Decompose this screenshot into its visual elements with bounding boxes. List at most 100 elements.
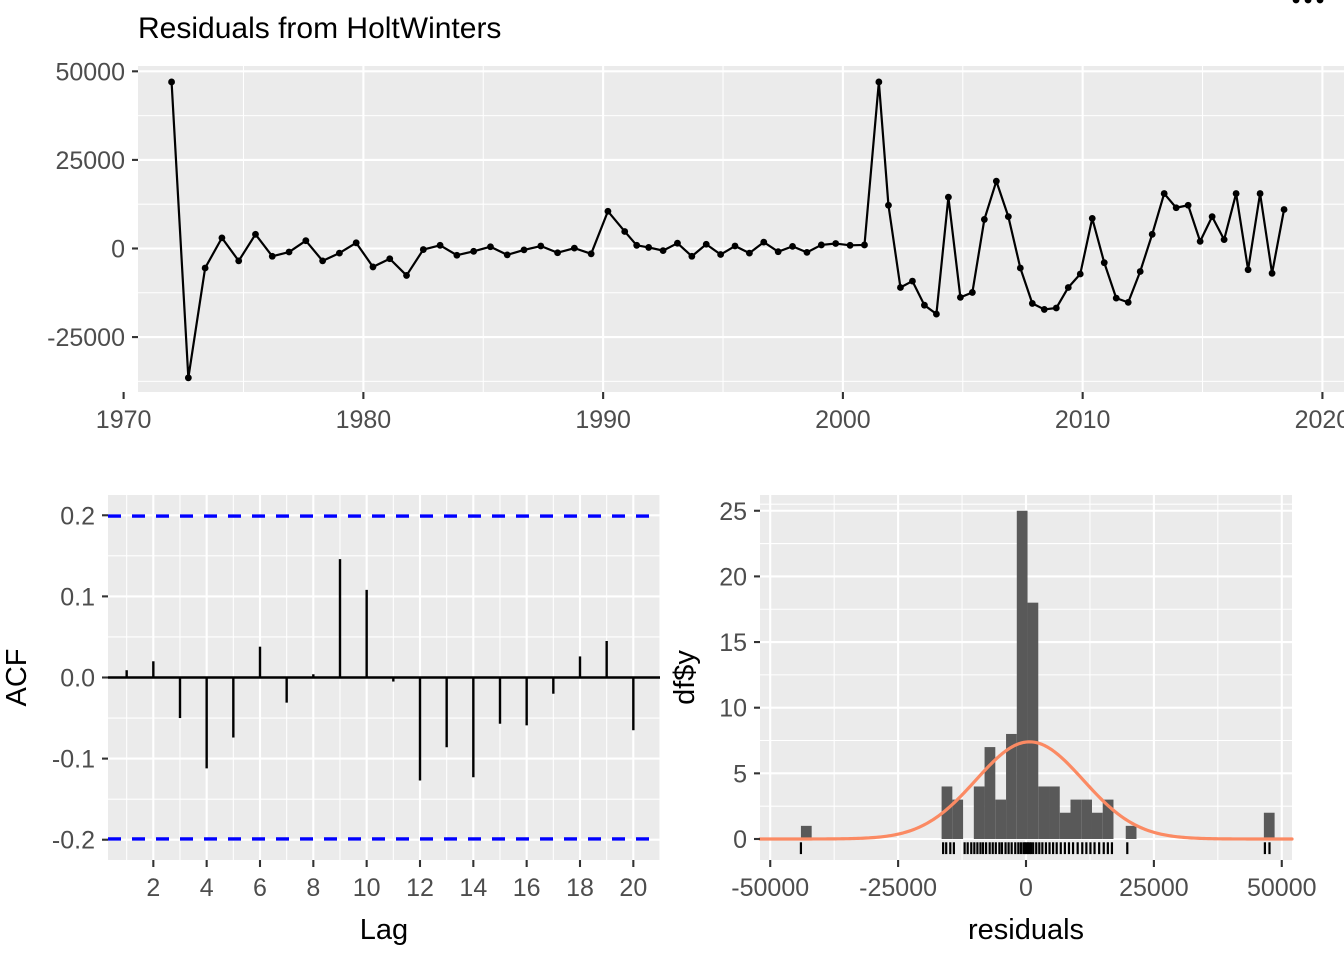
y-axis-tick-label: 25 xyxy=(719,498,747,526)
histogram-bar xyxy=(800,825,812,839)
residual-point xyxy=(554,249,561,257)
residual-point xyxy=(352,239,360,247)
residual-point xyxy=(832,240,840,247)
residual-point xyxy=(1160,190,1168,197)
y-axis-tick-label: 10 xyxy=(719,695,747,723)
residual-point xyxy=(369,263,377,271)
residual-point xyxy=(968,289,976,296)
histogram-bar xyxy=(995,799,1007,839)
residual-point xyxy=(302,237,310,245)
residual-point xyxy=(319,257,327,265)
residual-point xyxy=(944,193,952,201)
residual-point xyxy=(1196,238,1204,245)
x-axis-tick-label: 10 xyxy=(353,874,381,902)
residual-point xyxy=(470,247,478,255)
residual-point xyxy=(659,247,667,255)
x-axis-tick-label: 2 xyxy=(146,874,160,902)
x-axis-tick-label: 2020 xyxy=(1295,406,1344,434)
x-axis-tick-label: 4 xyxy=(200,874,214,902)
x-axis-tick-label: 1970 xyxy=(96,406,152,434)
residual-point xyxy=(1076,270,1084,278)
histogram-bar xyxy=(1027,602,1039,839)
x-axis-tick-label: 2010 xyxy=(1055,406,1111,434)
y-axis-title: df$y xyxy=(672,650,701,705)
residual-point xyxy=(1280,206,1288,213)
residual-point xyxy=(731,242,739,250)
residual-point xyxy=(674,239,681,247)
histogram-bar xyxy=(1038,786,1050,839)
residual-point xyxy=(1220,236,1228,244)
residual-point xyxy=(846,241,854,249)
residual-point xyxy=(621,228,629,235)
residual-point xyxy=(980,216,988,223)
residual-point xyxy=(1088,214,1096,222)
y-axis-tick-label: 0 xyxy=(111,235,125,263)
y-axis-tick-label: 0 xyxy=(733,826,747,854)
residual-point xyxy=(1052,304,1060,312)
residual-point xyxy=(587,250,595,258)
residual-point xyxy=(1124,298,1132,306)
x-axis-tick-label: 18 xyxy=(566,874,594,902)
residual-point xyxy=(702,240,710,248)
residual-point xyxy=(520,246,528,254)
y-axis-tick-label: -25000 xyxy=(47,324,125,352)
residual-point xyxy=(537,242,545,250)
x-axis-title: Lag xyxy=(360,914,408,946)
residual-point xyxy=(1292,0,1300,4)
residual-point xyxy=(875,78,883,86)
histogram-bar xyxy=(1102,799,1114,839)
histogram-bar xyxy=(973,786,985,839)
residual-point xyxy=(570,244,578,252)
residual-point xyxy=(861,241,868,249)
residual-point xyxy=(1064,284,1072,291)
y-axis-tick-label: 5 xyxy=(733,760,747,788)
y-axis-tick-label: -0.2 xyxy=(52,827,95,855)
residual-point xyxy=(1316,0,1324,4)
residual-point xyxy=(933,310,940,318)
residual-point xyxy=(268,252,276,260)
residual-point xyxy=(503,251,511,259)
y-axis-tick-label: 50000 xyxy=(55,58,125,86)
residual-point xyxy=(1100,259,1108,267)
x-axis-tick-label: 0 xyxy=(1019,874,1033,902)
histogram-bar xyxy=(941,786,953,839)
residual-point xyxy=(1136,268,1144,275)
x-axis-tick-label: 2000 xyxy=(815,406,871,434)
histogram-bar xyxy=(1081,799,1092,839)
residual-point xyxy=(789,242,796,250)
residual-point xyxy=(403,272,410,279)
residual-point xyxy=(992,177,1000,185)
x-axis-tick-label: 8 xyxy=(306,874,320,902)
residual-point xyxy=(184,374,192,382)
histogram-bar xyxy=(1006,733,1017,839)
x-axis-title: residuals xyxy=(968,914,1084,946)
y-axis-title: ACF xyxy=(1,649,33,707)
residual-point xyxy=(419,246,427,253)
y-axis-tick-label: 20 xyxy=(719,563,747,591)
histogram-bar xyxy=(1070,799,1082,839)
histogram-bar xyxy=(952,799,964,839)
y-axis-tick-label: 0.1 xyxy=(60,583,95,611)
residual-point xyxy=(1028,300,1036,307)
residual-point xyxy=(1256,190,1264,197)
residual-point xyxy=(604,207,612,215)
x-axis-tick-label: 6 xyxy=(253,874,267,902)
y-axis-tick-label: -0.1 xyxy=(52,746,95,774)
residual-point xyxy=(817,241,825,249)
residual-point xyxy=(1304,0,1312,4)
page-title: Residuals from HoltWinters xyxy=(138,12,501,45)
residual-point xyxy=(436,241,444,249)
residual-point xyxy=(285,248,293,256)
y-axis-tick-label: 0.2 xyxy=(60,502,95,530)
histogram-bar xyxy=(1059,812,1071,839)
residual-point xyxy=(1172,204,1180,212)
residual-point xyxy=(1148,230,1156,238)
residual-point xyxy=(453,251,461,259)
x-axis-tick-label: 12 xyxy=(406,874,434,902)
residual-point xyxy=(803,248,811,256)
residual-point xyxy=(252,230,259,238)
residual-histogram-chart: 0 5 10 15 20 25 -50000 -25000 0 25000 50000 residua… xyxy=(672,495,1317,946)
x-axis-tick-label: 50000 xyxy=(1247,874,1317,902)
residual-point xyxy=(688,252,696,260)
